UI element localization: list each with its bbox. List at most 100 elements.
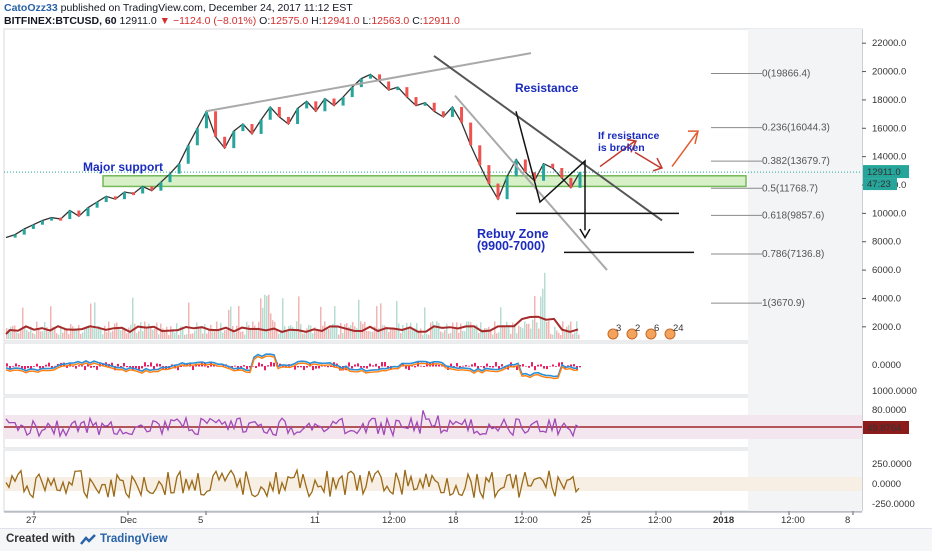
macd-histogram-bar (150, 362, 152, 367)
volume-bar (246, 321, 248, 339)
volume-bar (102, 334, 104, 339)
author-link[interactable]: CatoOzz33 (4, 2, 58, 14)
tradingview-brand-link[interactable]: TradingView (100, 533, 168, 545)
macd-histogram-bar (555, 366, 557, 367)
volume-bar (532, 319, 534, 339)
volume-bar (14, 325, 16, 339)
volume-bar (82, 332, 84, 339)
arrow-down-head-icon (652, 157, 664, 172)
volume-bar (276, 330, 278, 339)
candle (150, 186, 154, 191)
volume-bar (92, 328, 94, 339)
volume-bar (146, 327, 148, 339)
volume-bar (166, 326, 168, 339)
volume-bar (348, 327, 350, 339)
volume-bar (410, 322, 412, 339)
macd-histogram-bar (414, 366, 416, 368)
fib-level-label: 0(19866.4) (762, 68, 810, 79)
candle (286, 116, 290, 125)
volume-bar (546, 321, 548, 339)
major-support-label: Major support (83, 160, 163, 174)
volume-bar (220, 322, 222, 339)
price-series-line (5, 73, 581, 239)
volume-bar (386, 327, 388, 339)
macd-histogram-bar (381, 362, 383, 367)
price-badge (863, 165, 909, 179)
macd-histogram-bar (465, 365, 467, 367)
volume-bar (76, 328, 78, 339)
volume-bar (306, 328, 308, 339)
macd-histogram-bar (21, 366, 23, 370)
volume-bar (28, 331, 30, 339)
macd-histogram-bar (477, 366, 479, 370)
macd-histogram-bar (48, 362, 50, 367)
volume-bar (184, 334, 186, 339)
macd-histogram-bar (87, 363, 89, 367)
macd-histogram-bar (12, 366, 14, 367)
macd-histogram-bar (378, 366, 380, 369)
rsi-80-label: 80.0000 (872, 405, 906, 416)
volume-bar (304, 333, 306, 339)
rebuy-zone-label: Rebuy Zone (477, 227, 549, 241)
x-tick-label: 12:00 (781, 515, 805, 526)
macd-histogram-bar (294, 366, 296, 370)
volume-bar (50, 306, 52, 339)
macd-histogram-bar (312, 366, 314, 371)
volume-bar (516, 333, 518, 339)
volume-bar (450, 332, 452, 339)
volume-bar (90, 303, 92, 339)
arrow-up-red (599, 140, 636, 168)
volume-bar (280, 330, 282, 339)
macd-histogram-bar (519, 364, 521, 367)
macd-histogram-bar (552, 364, 554, 367)
volume-bar (524, 321, 526, 339)
candle (132, 192, 136, 196)
y-tick-label: 8000.0 (872, 237, 901, 248)
volume-bar (144, 321, 146, 339)
candle (77, 210, 81, 217)
volume-bar (506, 321, 508, 339)
candle (195, 128, 199, 146)
x-tick-label: 12:00 (514, 515, 538, 526)
volume-bar (30, 326, 32, 339)
volume-bar (238, 305, 240, 339)
candle (368, 74, 372, 79)
volume-bar (458, 332, 460, 339)
volume-bar (64, 327, 66, 339)
macd-histogram-bar (102, 363, 104, 367)
x-tick-label: 11 (310, 515, 320, 526)
macd-histogram-bar (567, 365, 569, 367)
volume-bar (194, 330, 196, 339)
publisher-line: CatoOzz33 published on TradingView.com, … (4, 2, 353, 14)
volume-bar (316, 330, 318, 339)
macd-histogram-bar (180, 366, 182, 368)
candle (186, 145, 190, 164)
candle (177, 163, 181, 174)
macd-histogram-bar (153, 366, 155, 371)
volume-bar (572, 334, 574, 339)
volume-bar (46, 327, 48, 339)
event-count: 2 (635, 323, 640, 334)
y-tick-label: 14000.0 (872, 152, 906, 163)
candle (59, 217, 63, 221)
macd-histogram-bar (267, 365, 269, 367)
volume-bar (34, 334, 36, 339)
volume-bar (38, 328, 40, 339)
macd-histogram-bar (24, 366, 26, 370)
lower-channel-line (454, 94, 608, 271)
macd-histogram-bar (438, 364, 440, 367)
volume-bar (178, 334, 180, 339)
volume-bar (390, 327, 392, 339)
macd-histogram-bar (354, 364, 356, 367)
macd-histogram-bar (39, 366, 41, 369)
macd-histogram-bar (159, 363, 161, 367)
volume-bar (290, 325, 292, 339)
y-tick-label: 16000.0 (872, 123, 906, 134)
volume-bar (68, 334, 70, 339)
y-tick-label: 4000.0 (872, 293, 901, 304)
candle (268, 107, 272, 120)
macd-histogram-bar (18, 365, 20, 367)
volume-bar (488, 326, 490, 339)
x-tick-label: 12:00 (648, 515, 672, 526)
